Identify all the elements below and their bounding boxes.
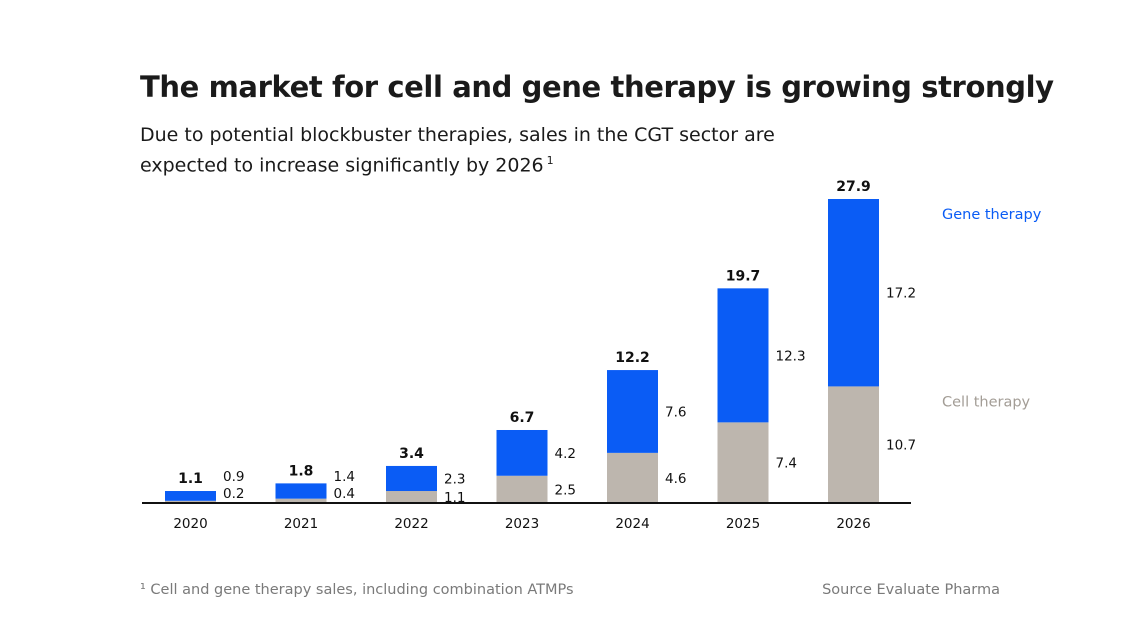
bar-total-label: 1.1 [178,471,203,487]
x-tick-label: 2024 [615,516,649,532]
bar-total-label: 3.4 [399,446,424,462]
bar-total-label: 12.2 [615,350,650,366]
bar-gene-therapy [275,483,327,499]
bar-gene-therapy [386,465,437,492]
x-tick-label: 2022 [394,516,428,532]
bar-gene-therapy [607,370,658,453]
bar-gene-therapy [496,429,548,476]
cell-value-label: 0.4 [334,486,355,502]
bar-total-label: 1.8 [289,463,314,479]
source-note: Source Evaluate Pharma [822,582,1000,598]
x-tick-label: 2021 [284,516,318,532]
cell-value-label: 0.2 [223,486,244,502]
gene-value-label: 2.3 [444,471,465,487]
chart-title: The market for cell and gene therapy is … [140,70,1054,104]
bar-cell-therapy [828,386,879,503]
bar-cell-therapy [717,422,769,503]
subtitle-text: Due to potential blockbuster therapies, … [140,124,775,177]
bar-gene-therapy [717,288,769,423]
bar-cell-therapy [165,500,216,503]
subtitle-footnote-marker: 1 [546,154,554,167]
gene-value-label: 1.4 [334,469,355,485]
bar-cell-therapy [386,491,437,503]
bar-total-label: 19.7 [726,268,761,284]
cell-value-label: 4.6 [665,471,686,487]
x-tick-label: 2023 [505,516,539,532]
bar-total-label: 27.9 [836,179,871,195]
cell-value-label: 7.4 [776,456,797,472]
legend-cell-therapy: Cell therapy [942,394,1031,410]
gene-value-label: 0.9 [223,469,244,485]
bar-cell-therapy [496,475,548,503]
bar-total-label: 6.7 [510,410,535,426]
gene-value-label: 4.2 [555,446,576,462]
cell-value-label: 2.5 [555,482,576,498]
x-tick-label: 2026 [836,516,870,532]
cell-value-label: 10.7 [886,438,916,454]
gene-value-label: 17.2 [886,286,916,302]
gene-value-label: 12.3 [776,348,806,364]
bar-gene-therapy [828,199,879,387]
bar-cell-therapy [275,498,327,503]
legend-gene-therapy: Gene therapy [942,207,1042,223]
x-tick-label: 2020 [173,516,207,532]
chart-subtitle: Due to potential blockbuster therapies, … [140,123,780,178]
x-tick-label: 2025 [726,516,760,532]
bar-gene-therapy [165,491,216,501]
gene-value-label: 7.6 [665,404,686,420]
footnote: ¹ Cell and gene therapy sales, including… [140,582,574,598]
bar-cell-therapy [607,452,658,503]
